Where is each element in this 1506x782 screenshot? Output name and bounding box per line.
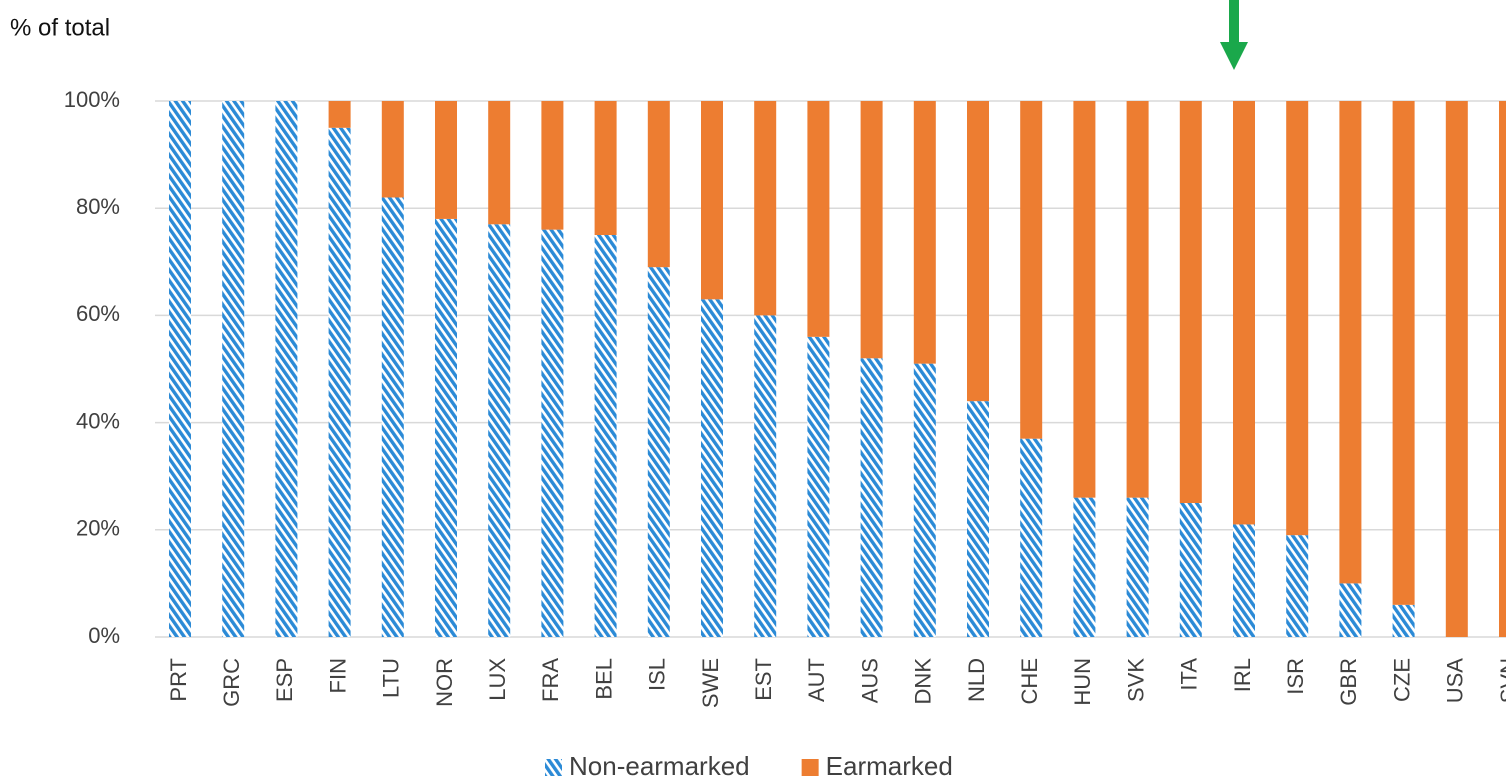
bar-segment — [701, 299, 723, 637]
legend-swatch — [545, 759, 562, 776]
x-tick-label: NOR — [432, 658, 457, 707]
x-tick-label: USA — [1443, 658, 1468, 704]
x-tick-label: DNK — [911, 658, 936, 705]
bar-segment — [1020, 438, 1043, 637]
bar-segment — [541, 101, 564, 230]
x-tick-label: HUN — [1070, 658, 1095, 706]
x-tick-label: ESP — [272, 658, 297, 702]
bar-segment — [860, 358, 883, 637]
bar-segment — [328, 101, 351, 128]
bar-segment — [647, 101, 670, 268]
bar-segment — [913, 101, 936, 364]
legend-swatch — [801, 759, 819, 776]
bar-segment — [1233, 101, 1255, 525]
bar-segment — [1179, 503, 1202, 637]
x-tick-label: SVK — [1123, 658, 1148, 702]
bar-segment — [807, 101, 830, 337]
y-tick-label: 40% — [76, 408, 120, 433]
bar-segment — [1286, 535, 1309, 637]
bar-segment — [488, 224, 511, 637]
x-tick-label: FRA — [538, 658, 563, 702]
x-tick-label: FIN — [325, 658, 350, 693]
bar-segment — [1126, 497, 1149, 637]
y-axis-label: % of total — [10, 14, 110, 41]
bar-segment — [1020, 101, 1043, 439]
bar-segment — [754, 101, 777, 316]
x-tick-label: BEL — [591, 658, 616, 700]
bar-segment — [594, 101, 617, 235]
x-tick-label: GBR — [1336, 658, 1361, 706]
bar-segment — [488, 101, 511, 225]
bar-segment — [169, 101, 191, 637]
bar-segment — [1339, 101, 1362, 584]
bar-segment — [381, 101, 404, 198]
bar-segment — [754, 315, 777, 637]
x-tick-label: PRT — [166, 658, 191, 702]
x-tick-label: NLD — [964, 658, 989, 702]
bar-segment — [967, 401, 989, 637]
bar-segment — [435, 218, 457, 638]
bar-segment — [1126, 101, 1149, 498]
bar-segment — [1339, 583, 1362, 637]
bar-segment — [222, 101, 245, 637]
x-tick-label: AUT — [804, 658, 829, 702]
x-tick-label: LTU — [379, 658, 404, 698]
bar-segment — [913, 363, 936, 637]
x-tick-label: LUX — [485, 658, 510, 701]
bar-segment — [275, 101, 298, 637]
bar-segment — [647, 267, 670, 637]
bar-segment — [860, 101, 883, 359]
bar-segment — [1073, 101, 1096, 498]
bar-segment — [1499, 101, 1506, 637]
legend-label: Non-earmarked — [569, 751, 750, 781]
bar-segment — [1179, 101, 1202, 503]
bar-segment — [594, 235, 617, 637]
y-tick-label: 20% — [76, 516, 120, 541]
y-tick-label: 100% — [64, 87, 120, 112]
x-tick-label: GRC — [219, 658, 244, 707]
bar-segment — [1445, 101, 1468, 637]
y-tick-label: 60% — [76, 301, 120, 326]
bar-segment — [807, 336, 830, 637]
bar-segment — [328, 127, 351, 638]
bar-segment — [1286, 101, 1309, 536]
bar-segment — [701, 101, 723, 300]
x-tick-label: ISL — [645, 658, 670, 691]
y-tick-label: 0% — [88, 623, 120, 648]
x-tick-label: ITA — [1177, 658, 1202, 691]
bar-segment — [1073, 497, 1096, 637]
x-tick-label: ISR — [1283, 658, 1308, 695]
bar-segment — [381, 197, 404, 638]
y-tick-label: 80% — [76, 194, 120, 219]
x-tick-label: SWE — [698, 658, 723, 708]
bar-segment — [541, 229, 564, 637]
bar-segment — [435, 101, 457, 219]
legend-label: Earmarked — [826, 751, 953, 781]
x-tick-label: AUS — [857, 658, 882, 703]
x-tick-label: IRL — [1230, 658, 1255, 692]
x-tick-label: CZE — [1389, 658, 1414, 702]
bar-segment — [1392, 604, 1415, 637]
x-tick-label: EST — [751, 658, 776, 701]
x-tick-label: CHE — [1017, 658, 1042, 704]
x-tick-label: SVN — [1496, 658, 1506, 703]
bar-segment — [1392, 101, 1415, 605]
legend: Non-earmarked Earmarked — [545, 751, 953, 781]
bar-segment — [1233, 524, 1255, 637]
annotation-arrow — [1220, 0, 1248, 70]
bar-segment — [967, 101, 989, 402]
